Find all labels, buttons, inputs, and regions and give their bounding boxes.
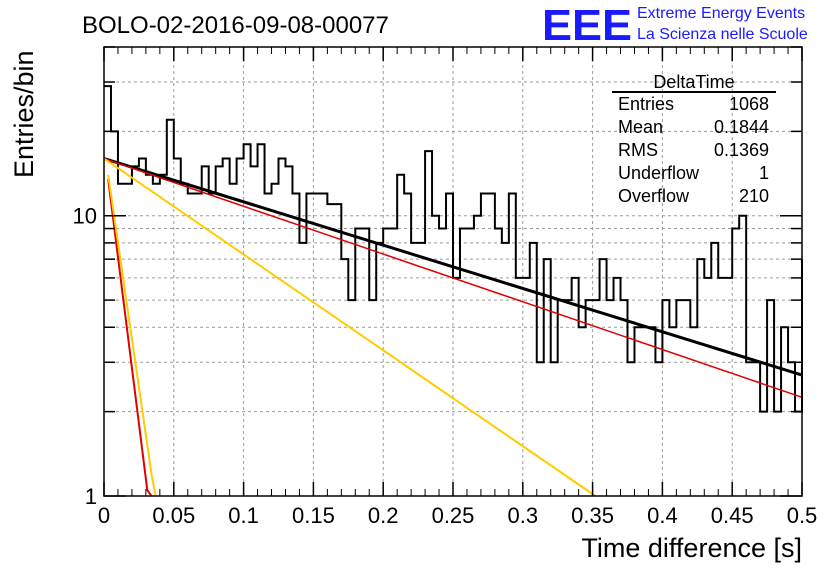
x-tick-label: 0.05 (152, 503, 195, 528)
stats-rows: Entries 1068 Mean 0.1844 RMS 0.1369 Underflow 1… (618, 94, 769, 206)
x-tick-label: 0.45 (711, 503, 754, 528)
logo-line-2: La Scienza nelle Scuole (637, 26, 808, 43)
eee-logo: EEE Extreme Energy Events La Scienza nel… (542, 1, 808, 50)
x-tick-label: 0.2 (368, 503, 399, 528)
histogram-outline (104, 85, 803, 413)
stats-label: Underflow (618, 163, 700, 183)
x-tick-label: 0.1 (228, 503, 259, 528)
tick-labels: 0 0.05 0.1 0.15 0.2 0.25 0.3 0.35 0.4 0.45 0.5 1 10 (73, 204, 818, 528)
stats-label: RMS (618, 140, 658, 160)
stats-value: 0.1369 (714, 140, 769, 160)
fit-curve (107, 179, 153, 497)
y-axis-title: Entries/bin (9, 50, 39, 178)
stats-value: 1 (759, 163, 769, 183)
stats-value: 0.1844 (714, 117, 769, 137)
x-axis-title: Time difference [s] (581, 533, 802, 563)
fit-curve (103, 157, 803, 399)
stats-label: Overflow (618, 186, 690, 206)
stats-box: DeltaTime Entries 1068 Mean 0.1844 RMS 0.1369… (612, 72, 776, 206)
fit-curve (107, 174, 157, 497)
y-tick-label: 10 (73, 204, 97, 229)
chart-title: BOLO-02-2016-09-08-00077 (82, 12, 389, 39)
x-tick-label: 0.4 (647, 503, 678, 528)
x-tick-label: 0.15 (292, 503, 335, 528)
fit-curves (103, 157, 803, 497)
x-tick-label: 0.5 (787, 503, 818, 528)
x-tick-label: 0 (98, 503, 110, 528)
x-tick-label: 0.3 (508, 503, 539, 528)
fit-curve (103, 157, 803, 377)
logo-mark: EEE (542, 1, 632, 50)
stats-label: Mean (618, 117, 663, 137)
y-tick-label: 1 (85, 484, 97, 509)
stats-label: Entries (618, 94, 674, 114)
fit-curve (103, 157, 596, 497)
x-tick-label: 0.35 (571, 503, 614, 528)
logo-line-1: Extreme Energy Events (637, 5, 805, 22)
stats-name: DeltaTime (653, 72, 734, 92)
stats-value: 1068 (729, 94, 769, 114)
stats-value: 210 (739, 186, 769, 206)
histogram (104, 85, 803, 413)
x-tick-label: 0.25 (432, 503, 475, 528)
axis-ticks (103, 46, 803, 497)
